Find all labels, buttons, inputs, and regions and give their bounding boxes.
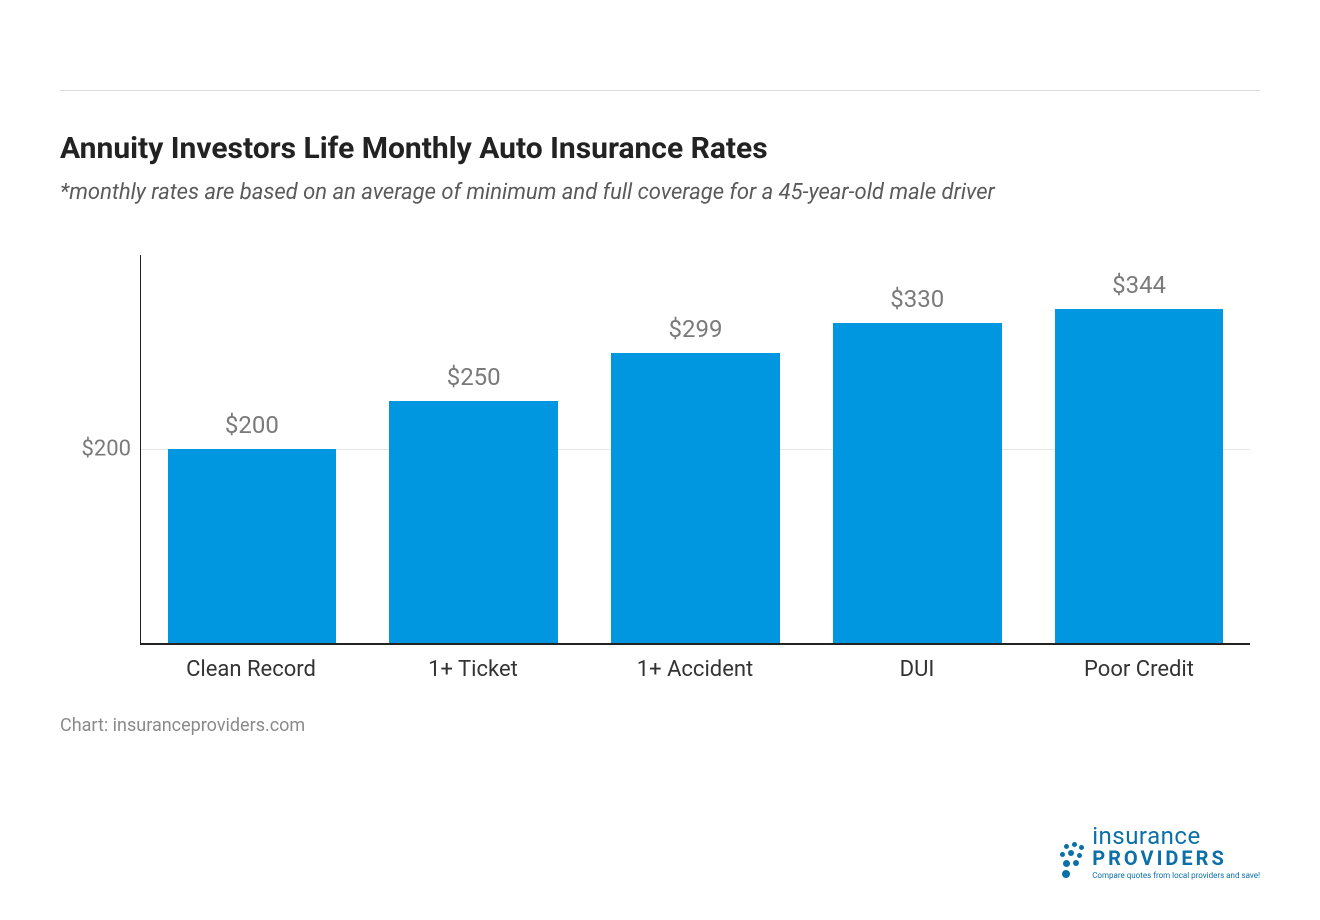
bar [1055,309,1224,643]
chart-subtitle: *monthly rates are based on an average o… [60,180,1260,205]
bars-group: $200 $250 $299 $330 $344 [141,255,1250,643]
x-label: 1+ Accident [584,657,806,682]
chart-area: $200$250$299$330$344 $200 Clean Record1+… [100,255,1250,685]
logo-line-2: PROVIDERS [1092,846,1260,870]
bar-value-label: $299 [669,315,723,343]
chart-credit: Chart: insuranceproviders.com [60,715,1260,736]
bar-group: $200 [141,255,363,643]
bar-group: $250 [363,255,585,643]
y-tick-label: $200 [71,437,131,462]
chart-title: Annuity Investors Life Monthly Auto Insu… [60,131,1260,166]
plot-area: $200 $250 $299 $330 $344 $200 [140,255,1250,645]
bar [611,353,780,643]
bar-value-label: $330 [890,285,944,313]
bar-value-label: $344 [1112,271,1166,299]
chart-container: Annuity Investors Life Monthly Auto Insu… [0,0,1320,776]
logo-text-stack: insurance PROVIDERS Compare quotes from … [1092,822,1260,880]
logo-text: insurance PROVIDERS Compare quotes from … [1060,822,1260,880]
x-labels: Clean Record1+ Ticket1+ AccidentDUIPoor … [140,645,1250,685]
bar-value-label: $250 [447,363,501,391]
logo-tagline: Compare quotes from local providers and … [1092,871,1260,880]
bar [389,401,558,644]
bar-group: $344 [1028,255,1250,643]
x-label: 1+ Ticket [362,657,584,682]
bar-group: $299 [585,255,807,643]
top-divider [60,90,1260,91]
bar-group: $330 [806,255,1028,643]
bar [833,323,1002,643]
bar-value-label: $200 [225,411,279,439]
bar [168,449,337,643]
x-label: Poor Credit [1028,657,1250,682]
x-label: Clean Record [140,657,362,682]
brand-logo: insurance PROVIDERS Compare quotes from … [1060,822,1260,880]
x-label: DUI [806,657,1028,682]
logo-dots-icon [1060,842,1088,880]
